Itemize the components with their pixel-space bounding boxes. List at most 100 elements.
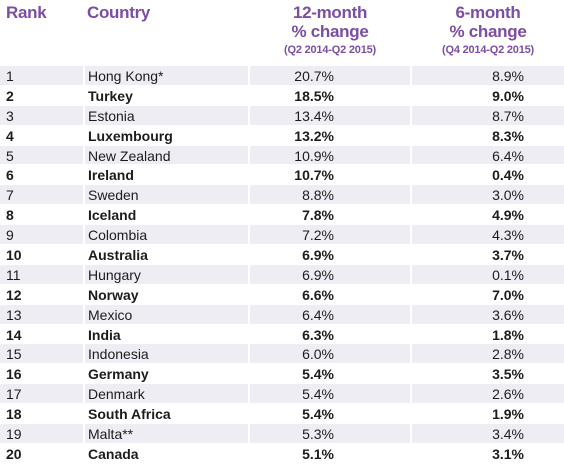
header-12-month-subtitle: % change bbox=[291, 22, 369, 41]
country-cell: Germany bbox=[88, 366, 149, 383]
table-row: 20 Canada 5.1% 3.1% bbox=[0, 442, 564, 463]
cell-background bbox=[412, 384, 564, 404]
rank-cell: 18 bbox=[6, 406, 22, 423]
cell-background bbox=[412, 125, 564, 145]
country-cell: New Zealand bbox=[88, 147, 171, 164]
header-6-month-period: (Q4 2014-Q2 2015) bbox=[442, 44, 534, 56]
table-row: 7 Sweden 8.8% 3.0% bbox=[0, 184, 564, 205]
rank-cell: 8 bbox=[6, 207, 14, 224]
rank-cell: 4 bbox=[6, 127, 14, 144]
rank-cell: 19 bbox=[6, 426, 22, 443]
cell-background bbox=[85, 324, 248, 344]
change-12-month-cell: 6.9% bbox=[302, 247, 334, 264]
rank-cell: 20 bbox=[6, 445, 22, 462]
cell-background bbox=[85, 85, 248, 105]
cell-background bbox=[250, 145, 410, 165]
rank-cell: 6 bbox=[6, 167, 14, 184]
change-12-month-cell: 6.4% bbox=[302, 306, 334, 323]
rank-cell: 16 bbox=[6, 366, 22, 383]
cell-background bbox=[85, 304, 248, 324]
header-12-month-period: (Q2 2014-Q2 2015) bbox=[284, 44, 376, 56]
rank-cell: 5 bbox=[6, 147, 14, 164]
country-cell: Denmark bbox=[88, 386, 145, 403]
table-row: 14 India 6.3% 1.8% bbox=[0, 323, 564, 344]
change-12-month-cell: 13.2% bbox=[294, 127, 334, 144]
change-12-month-cell: 8.8% bbox=[302, 187, 334, 204]
table-row: 1 Hong Kong* 20.7% 8.9% bbox=[0, 65, 564, 85]
cell-background bbox=[250, 205, 410, 225]
cell-background bbox=[0, 304, 83, 324]
country-cell: Turkey bbox=[88, 87, 133, 104]
change-6-month-cell: 3.4% bbox=[492, 426, 524, 443]
cell-background bbox=[85, 364, 248, 384]
table-row: 11 Hungary 6.9% 0.1% bbox=[0, 263, 564, 284]
cell-background bbox=[412, 85, 564, 105]
cell-background bbox=[85, 145, 248, 165]
change-12-month-cell: 13.4% bbox=[294, 107, 334, 124]
cell-background bbox=[0, 165, 83, 185]
rank-cell: 2 bbox=[6, 87, 14, 104]
cell-background bbox=[250, 66, 410, 85]
table-row: 8 Iceland 7.8% 4.9% bbox=[0, 204, 564, 225]
change-12-month-cell: 5.4% bbox=[302, 406, 334, 423]
cell-background bbox=[412, 205, 564, 225]
cell-background bbox=[0, 344, 83, 364]
cell-background bbox=[412, 364, 564, 384]
change-6-month-cell: 9.0% bbox=[492, 87, 524, 104]
cell-background bbox=[412, 225, 564, 245]
cell-background bbox=[0, 85, 83, 105]
cell-background bbox=[85, 424, 248, 444]
change-12-month-cell: 6.3% bbox=[302, 326, 334, 343]
cell-background bbox=[412, 324, 564, 344]
cell-background bbox=[412, 66, 564, 85]
country-cell: Iceland bbox=[88, 207, 137, 224]
table-row: 9 Colombia 7.2% 4.3% bbox=[0, 224, 564, 245]
cell-background bbox=[412, 245, 564, 265]
cell-background bbox=[0, 185, 83, 205]
cell-background bbox=[0, 66, 83, 85]
change-6-month-cell: 8.9% bbox=[492, 68, 524, 84]
cell-background bbox=[250, 344, 410, 364]
country-cell: Estonia bbox=[88, 107, 135, 124]
cell-background bbox=[250, 424, 410, 444]
table-row: 17 Denmark 5.4% 2.6% bbox=[0, 383, 564, 404]
cell-background bbox=[250, 185, 410, 205]
cell-background bbox=[85, 165, 248, 185]
cell-background bbox=[0, 284, 83, 304]
change-6-month-cell: 0.4% bbox=[492, 167, 524, 184]
header-country: Country bbox=[87, 3, 151, 22]
table-row: 19 Malta** 5.3% 3.4% bbox=[0, 423, 564, 444]
cell-background bbox=[85, 245, 248, 265]
cell-background bbox=[0, 145, 83, 165]
rank-cell: 9 bbox=[6, 227, 14, 244]
change-6-month-cell: 0.1% bbox=[492, 266, 524, 283]
header-rank: Rank bbox=[6, 3, 47, 22]
country-cell: Hungary bbox=[88, 266, 141, 283]
country-cell: Australia bbox=[88, 247, 148, 264]
rank-cell: 12 bbox=[6, 286, 22, 303]
country-cell: Luxembourg bbox=[88, 127, 173, 144]
cell-background bbox=[0, 245, 83, 265]
table-row: 6 Ireland 10.7% 0.4% bbox=[0, 164, 564, 185]
change-12-month-cell: 5.3% bbox=[302, 426, 334, 443]
cell-background bbox=[0, 225, 83, 245]
cell-background bbox=[0, 364, 83, 384]
country-cell: Hong Kong* bbox=[88, 68, 164, 84]
change-6-month-cell: 8.3% bbox=[492, 127, 524, 144]
table-row: 2 Turkey 18.5% 9.0% bbox=[0, 84, 564, 105]
country-cell: Ireland bbox=[88, 167, 134, 184]
rank-cell: 17 bbox=[6, 386, 22, 403]
header-6-month: 6-month % change (Q4 2014-Q2 2015) bbox=[412, 3, 564, 58]
country-cell: Indonesia bbox=[88, 346, 149, 363]
cell-background bbox=[412, 344, 564, 364]
change-6-month-cell: 4.9% bbox=[492, 207, 524, 224]
change-6-month-cell: 3.1% bbox=[492, 445, 524, 462]
cell-background bbox=[0, 443, 83, 463]
rank-cell: 3 bbox=[6, 107, 14, 124]
rank-cell: 14 bbox=[6, 326, 22, 343]
change-12-month-cell: 10.7% bbox=[294, 167, 334, 184]
cell-background bbox=[250, 284, 410, 304]
change-12-month-cell: 6.9% bbox=[302, 266, 334, 283]
cell-background bbox=[85, 284, 248, 304]
header-12-month-title: 12-month bbox=[292, 3, 368, 22]
